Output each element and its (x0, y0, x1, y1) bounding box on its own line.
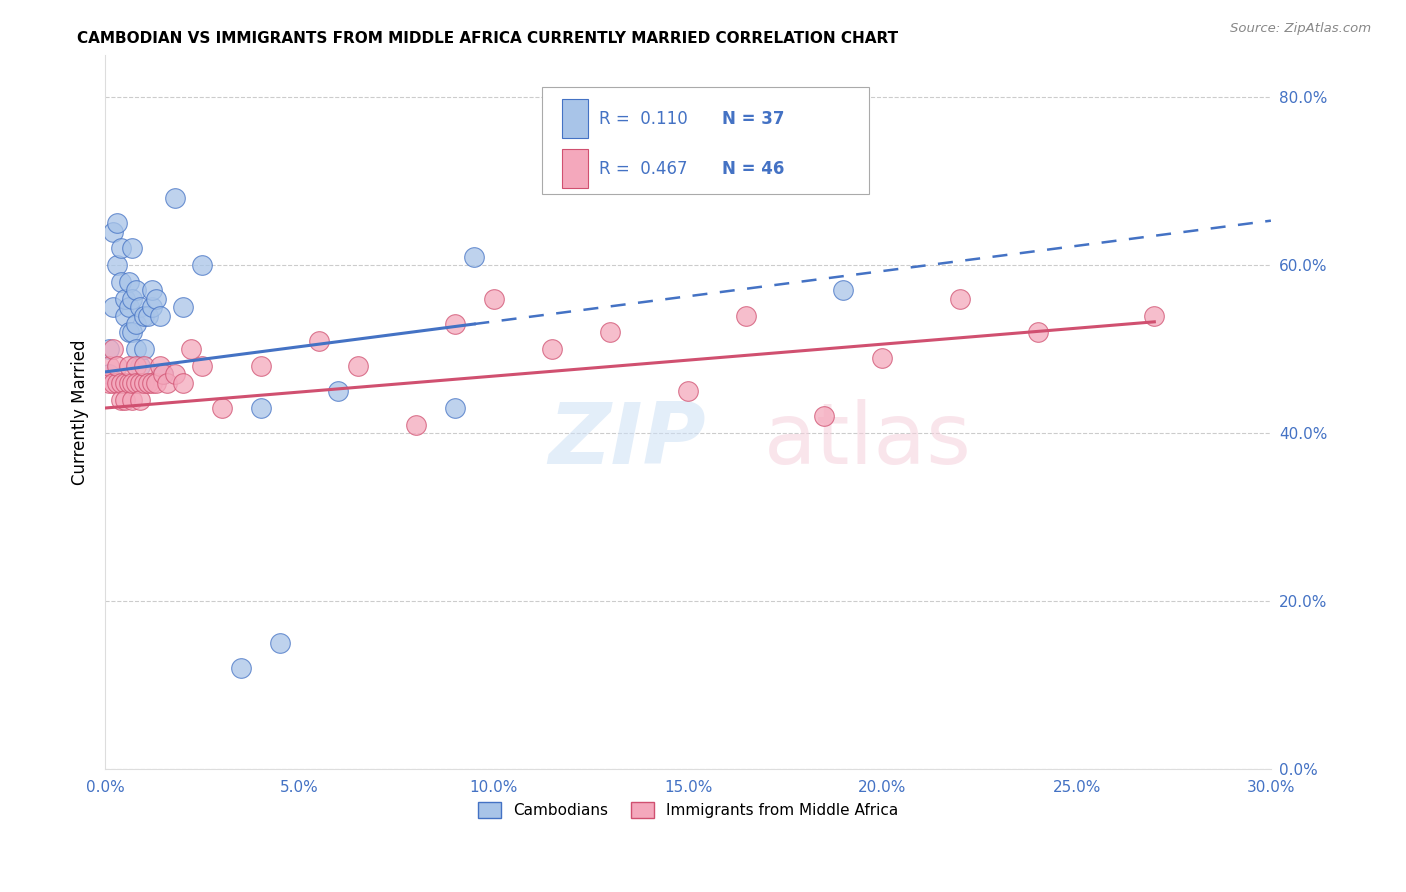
Point (832, 284, 855, 298)
Point (110, 392, 132, 407)
Point (145, 376, 167, 390)
Point (165, 368, 187, 382)
Point (114, 292, 136, 306)
Point (105, 258, 128, 272)
Point (114, 392, 136, 407)
Point (152, 368, 174, 382)
Point (191, 359, 214, 373)
Point (191, 258, 214, 272)
Text: N = 37: N = 37 (721, 110, 785, 128)
Point (269, 636, 291, 650)
Point (541, 342, 564, 356)
Point (231, 661, 253, 675)
Point (172, 300, 194, 314)
Point (114, 376, 136, 390)
Point (105, 359, 128, 373)
FancyBboxPatch shape (562, 149, 588, 188)
FancyBboxPatch shape (543, 87, 869, 194)
Point (149, 309, 172, 323)
Point (813, 409, 835, 424)
Point (117, 376, 139, 390)
Point (405, 417, 427, 432)
Point (328, 384, 350, 399)
Point (180, 342, 202, 356)
Point (132, 359, 155, 373)
Point (136, 309, 159, 323)
Point (165, 191, 187, 205)
Point (141, 284, 163, 298)
Point (129, 392, 152, 407)
Point (101, 300, 124, 314)
Point (110, 376, 132, 390)
Point (308, 334, 330, 348)
Point (129, 300, 152, 314)
Point (117, 275, 139, 289)
Point (145, 292, 167, 306)
Point (949, 292, 972, 306)
Point (132, 342, 155, 356)
Point (152, 368, 174, 382)
Point (249, 359, 271, 373)
Point (599, 326, 621, 340)
Point (98, 376, 121, 390)
Point (444, 401, 467, 415)
Point (101, 376, 124, 390)
Point (125, 342, 148, 356)
Point (463, 250, 485, 264)
Point (110, 241, 132, 255)
Point (101, 225, 124, 239)
Point (1143, 309, 1166, 323)
Point (121, 392, 143, 407)
Point (98, 342, 121, 356)
Point (121, 376, 143, 390)
Point (101, 342, 124, 356)
Point (482, 292, 505, 306)
FancyBboxPatch shape (562, 99, 588, 138)
Point (149, 359, 172, 373)
Point (121, 292, 143, 306)
Text: N = 46: N = 46 (721, 160, 785, 178)
Text: R =  0.110: R = 0.110 (599, 110, 688, 128)
Point (114, 309, 136, 323)
Y-axis label: Currently Married: Currently Married (72, 340, 89, 485)
Text: R =  0.467: R = 0.467 (599, 160, 688, 178)
Point (105, 216, 128, 230)
Point (117, 359, 139, 373)
Point (132, 309, 155, 323)
Point (141, 300, 163, 314)
Point (125, 376, 148, 390)
Point (132, 376, 155, 390)
Point (735, 309, 758, 323)
Point (117, 326, 139, 340)
Text: atlas: atlas (763, 400, 972, 483)
Point (129, 359, 152, 373)
Point (121, 326, 143, 340)
Point (676, 384, 699, 399)
Legend: Cambodians, Immigrants from Middle Africa: Cambodians, Immigrants from Middle Afric… (470, 795, 905, 826)
Point (125, 359, 148, 373)
Point (249, 401, 271, 415)
Text: Source: ZipAtlas.com: Source: ZipAtlas.com (1230, 22, 1371, 36)
Point (346, 359, 368, 373)
Point (444, 317, 467, 331)
Point (98, 359, 121, 373)
Point (125, 317, 148, 331)
Point (141, 376, 163, 390)
Text: CAMBODIAN VS IMMIGRANTS FROM MIDDLE AFRICA CURRENTLY MARRIED CORRELATION CHART: CAMBODIAN VS IMMIGRANTS FROM MIDDLE AFRI… (77, 31, 898, 46)
Point (105, 376, 128, 390)
Point (872, 351, 894, 365)
Point (117, 300, 139, 314)
Point (98, 368, 121, 382)
Point (136, 376, 159, 390)
Point (156, 376, 179, 390)
Point (125, 284, 148, 298)
Text: ZIP: ZIP (548, 400, 706, 483)
Point (172, 376, 194, 390)
Point (1026, 326, 1049, 340)
Point (121, 241, 143, 255)
Point (211, 401, 233, 415)
Point (110, 275, 132, 289)
Point (129, 376, 152, 390)
